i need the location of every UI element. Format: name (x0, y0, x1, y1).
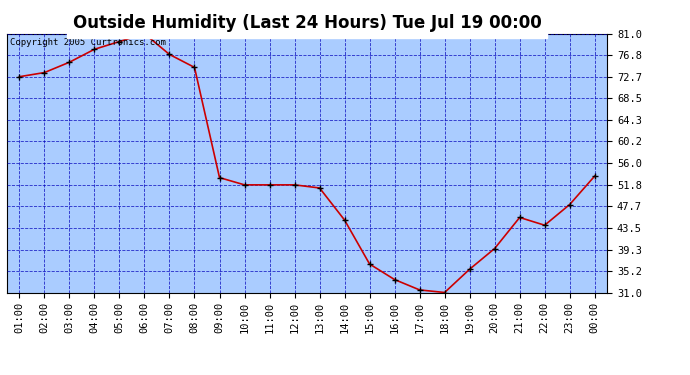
Title: Outside Humidity (Last 24 Hours) Tue Jul 19 00:00: Outside Humidity (Last 24 Hours) Tue Jul… (72, 14, 542, 32)
Text: Copyright 2005 Curtronics.com: Copyright 2005 Curtronics.com (10, 38, 166, 46)
